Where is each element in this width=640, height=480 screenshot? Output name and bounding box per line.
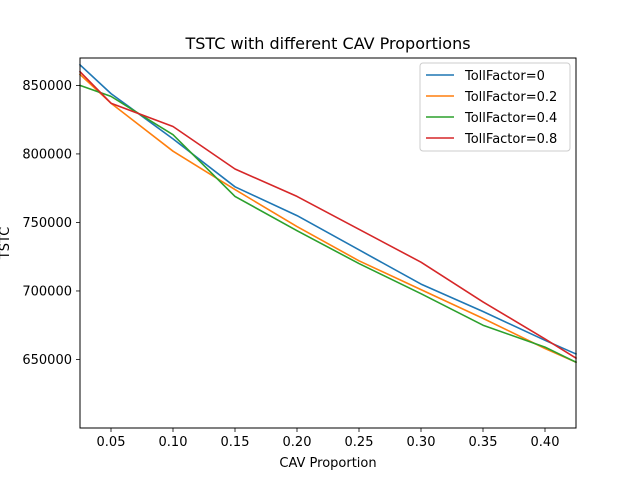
y-tick-label: 850000 (22, 79, 72, 94)
x-tick-label: 0.30 (407, 435, 436, 450)
x-axis-label: CAV Proportion (279, 456, 376, 471)
legend-label-3: TollFactor=0.8 (464, 132, 557, 147)
legend-label-2: TollFactor=0.4 (464, 111, 557, 126)
plot-lines (78, 63, 578, 364)
y-tick-label: 700000 (22, 284, 72, 299)
x-axis: 0.05 0.10 0.15 0.20 0.25 0.30 0.35 0.40 (97, 428, 560, 450)
y-tick-label: 750000 (22, 216, 72, 231)
chart-title: TSTC with different CAV Proportions (184, 34, 470, 53)
series-line-1 (78, 73, 578, 364)
series-line-3 (78, 70, 578, 360)
plot-frame (79, 57, 577, 429)
y-axis-label: TSTC (0, 227, 13, 260)
legend-label-0: TollFactor=0 (464, 69, 545, 84)
legend-label-1: TollFactor=0.2 (464, 90, 557, 105)
x-tick-label: 0.15 (221, 435, 250, 450)
y-tick-label: 650000 (22, 353, 72, 368)
x-tick-label: 0.25 (345, 435, 374, 450)
y-tick-label: 800000 (22, 147, 72, 162)
x-tick-label: 0.05 (97, 435, 126, 450)
x-tick-label: 0.40 (531, 435, 560, 450)
x-tick-label: 0.35 (469, 435, 498, 450)
legend-box (419, 62, 571, 152)
x-tick-label: 0.20 (283, 435, 312, 450)
legend: TollFactor=0 TollFactor=0.2 TollFactor=0.4… (419, 62, 571, 152)
x-tick-label: 0.10 (159, 435, 188, 450)
y-axis: 650000 700000 750000 800000 850000 (22, 79, 80, 368)
